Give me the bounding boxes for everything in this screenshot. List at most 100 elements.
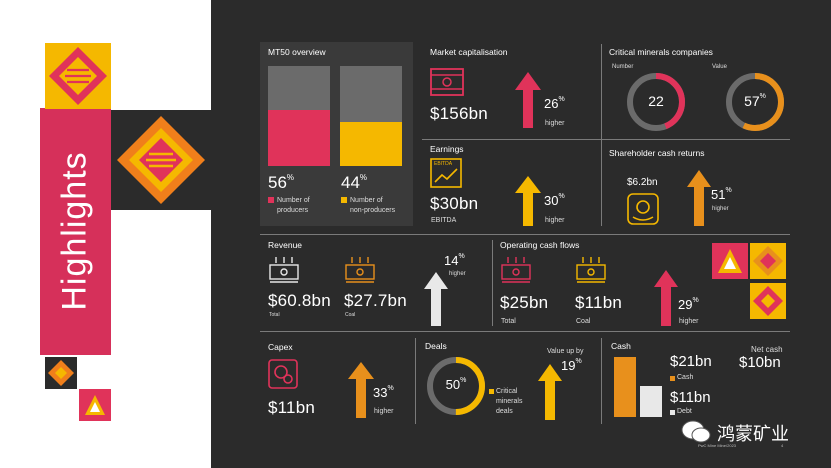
- ocf-title: Operating cash flows: [500, 240, 580, 250]
- shareholder-note: higher: [712, 206, 729, 212]
- deals-legend-swatch: [489, 389, 494, 394]
- ocf-note: higher: [679, 318, 699, 325]
- small-tile-logo: [45, 357, 77, 389]
- capex-value: $11bn: [268, 398, 316, 417]
- cash-stack-icon-orange: [345, 257, 375, 283]
- earnings-note: higher: [545, 217, 565, 224]
- deals-legend: Critical minerals deals: [496, 388, 523, 415]
- producers-pct: 56%: [268, 173, 295, 192]
- shareholder-value: $6.2bn: [627, 177, 658, 188]
- producers-bar: [268, 110, 330, 166]
- footer-page: 4: [781, 443, 784, 448]
- revenue-total-value: $60.8bn: [268, 291, 331, 310]
- revenue-coal-value: $27.7bn: [344, 291, 407, 310]
- divider-h1: [422, 139, 790, 140]
- non-producers-legend: Number of non-producers: [350, 197, 396, 214]
- revenue-coal-label: Coal: [345, 312, 356, 318]
- market-cap-arrow-icon: [515, 72, 541, 128]
- watermark-text: 鸿蒙矿业: [717, 424, 789, 445]
- wechat-icon: [681, 420, 711, 443]
- banknote-icon: [430, 68, 464, 96]
- ocf-coal-label: Coal: [576, 318, 591, 325]
- market-cap-note: higher: [545, 120, 565, 127]
- earnings-pct: 30%: [544, 193, 565, 208]
- divider-h2: [260, 234, 790, 235]
- shareholder-pct: 51%: [711, 187, 732, 202]
- non-producers-bar: [340, 122, 402, 166]
- critical-number-donut: [627, 73, 685, 131]
- debt-legend-label: Debt: [677, 408, 692, 415]
- deals-title: Deals: [425, 341, 447, 351]
- producers-legend-swatch: [268, 197, 274, 203]
- earnings-value: $30bn: [430, 194, 479, 213]
- divider-v2: [492, 240, 493, 326]
- deals-value-up-pct: 19%: [561, 358, 582, 373]
- debt-legend-swatch: [670, 410, 675, 415]
- cash-stack-icon-red: [501, 257, 531, 283]
- sun-tile-middle-logo: [111, 110, 211, 210]
- debt-bar: [640, 386, 662, 417]
- highlights-bar: [40, 108, 111, 355]
- cash-legend-swatch: [670, 376, 675, 381]
- capex-arrow-icon: [348, 362, 374, 418]
- producers-legend: Number of producers: [277, 197, 310, 214]
- divider-v3: [415, 338, 416, 424]
- tile-right-sun-logo: [750, 243, 786, 279]
- cash-title: Cash: [611, 341, 631, 351]
- revenue-pct: 14%: [444, 253, 465, 268]
- tile-right-bottom-logo: [750, 283, 786, 319]
- ocf-pct: 29%: [678, 297, 699, 312]
- mt50-bars: [268, 66, 402, 166]
- critical-number-value: 22: [648, 93, 664, 109]
- net-cash-value: $10bn: [739, 354, 781, 371]
- deals-value-up-label: Value up by: [547, 348, 584, 355]
- ocf-coal-value: $11bn: [575, 293, 623, 312]
- critical-value-label: Value: [712, 64, 727, 70]
- cash-value: $21bn: [670, 353, 712, 370]
- cash-stack-icon-gold: [576, 257, 606, 283]
- non-producers-legend-swatch: [341, 197, 347, 203]
- capex-note: higher: [374, 408, 394, 415]
- revenue-total-label: Total: [269, 312, 280, 318]
- money-hand-icon: [627, 193, 659, 225]
- sun-tile-top-logo: [45, 43, 111, 109]
- debt-value: $11bn: [670, 389, 711, 406]
- divider-v1: [601, 44, 602, 226]
- divider-h3: [260, 331, 790, 332]
- cash-bar: [614, 357, 636, 417]
- earnings-arrow-icon: [515, 176, 541, 226]
- gear-coin-icon: [268, 359, 298, 389]
- market-cap-pct: 26%: [544, 96, 565, 111]
- shareholder-arrow-icon: [687, 170, 711, 226]
- cash-legend-label: Cash: [677, 374, 694, 381]
- wechat-watermark: 鸿蒙矿业: [681, 418, 821, 446]
- critical-title: Critical minerals companies: [609, 47, 713, 57]
- revenue-arrow-icon: [424, 272, 448, 326]
- earnings-sub: EBITDA: [431, 217, 457, 224]
- highlights-title: Highlights: [55, 151, 94, 311]
- critical-number-label: Number: [612, 64, 634, 70]
- divider-v4: [601, 338, 602, 424]
- tile-right-red-logo: [712, 243, 748, 279]
- earnings-title: Earnings: [430, 144, 464, 154]
- deals-pct: 50%: [445, 377, 467, 392]
- mt50-title: MT50 overview: [268, 47, 326, 57]
- ocf-arrow-icon: [654, 270, 678, 326]
- footer-source: PwC Mine Mine/2023: [698, 443, 737, 448]
- shareholder-title: Shareholder cash returns: [609, 148, 705, 158]
- deals-donut: [427, 357, 485, 415]
- deals-arrow-icon: [538, 364, 562, 420]
- revenue-note: higher: [449, 271, 466, 277]
- small-tile-red-logo: [79, 389, 111, 421]
- non-producers-pct: 44%: [341, 173, 368, 192]
- market-cap-value: $156bn: [430, 104, 488, 123]
- critical-value-pct: 57%: [744, 93, 766, 109]
- cash-stack-icon-white: [269, 257, 299, 283]
- ebitda-chart-icon: [430, 158, 462, 188]
- market-cap-title: Market capitalisation: [430, 47, 508, 57]
- net-cash-label: Net cash: [751, 345, 783, 354]
- capex-pct: 33%: [373, 385, 394, 400]
- critical-value-donut: [726, 73, 784, 131]
- revenue-title: Revenue: [268, 240, 303, 250]
- ocf-total-label: Total: [501, 318, 516, 325]
